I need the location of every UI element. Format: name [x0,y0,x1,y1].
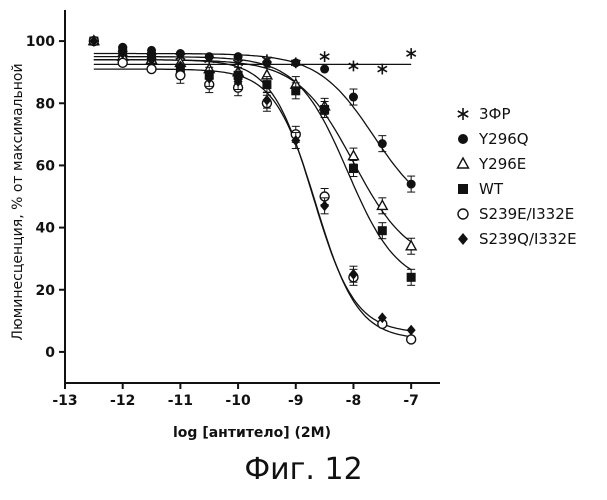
data-point-Y296Q [378,139,387,148]
legend-label: S239E/I332E [479,205,574,223]
data-point-Y296Q [234,52,243,61]
fit-curve-Y296E [94,60,411,242]
data-point-Y296Q [262,58,271,67]
y-axis-label: Люминесценция, % от максимальной [10,63,26,340]
legend-label: S239Q/I332E [479,230,577,248]
data-point-Y296Q [205,52,214,61]
data-point-S239E/I332E [176,71,185,80]
legend-marker-S239E/I332E [458,209,468,219]
x-tick-label: -9 [288,393,304,409]
data-point-S239E/I332E [407,335,416,344]
data-point-Y296Q [320,65,329,74]
data-point-Y296E [406,241,416,250]
data-point-WT [320,105,329,114]
legend-marker-Y296Q [458,134,468,144]
legend-label: Y296Q [478,130,529,148]
legend-marker-WT [458,184,468,194]
legend-label: 3ФР [479,105,511,123]
x-tick-label: -12 [110,393,135,409]
y-tick-label: 100 [26,34,55,50]
fit-curve-Y296Q [94,54,411,185]
data-point-WT [378,226,387,235]
data-point-WT [262,80,271,89]
data-point-3ФР [349,61,358,72]
x-axis-label: log [антитело] (2M) [173,425,331,441]
x-tick-label: -10 [225,393,251,409]
data-point-WT [291,86,300,95]
y-tick-label: 60 [36,158,56,174]
fit-curve-S239E/I332E [94,69,411,337]
data-point-S239Q/I332E [407,325,416,336]
fit-curve-S239Q/I332E [94,60,411,331]
legend-label: Y296E [478,155,526,173]
x-tick-label: -13 [52,393,77,409]
figure-caption: Фиг. 12 [0,452,607,487]
data-point-S239Q/I332E [320,200,329,211]
data-point-WT [407,273,416,282]
data-point-Y296Q [349,93,358,102]
x-tick-label: -11 [168,393,193,409]
legend: 3ФР Y296Q Y296E WT S239E/I332E S239Q/I332E [458,105,577,248]
fit-curves [94,54,411,337]
y-tick-label: 40 [36,221,56,237]
y-tick-label: 0 [45,345,55,361]
x-tick-label: -8 [346,393,362,409]
data-point-Y296Q [291,58,300,67]
data-point-WT [349,164,358,173]
data-point-3ФР [378,64,387,75]
data-point-S239E/I332E [147,65,156,74]
data-point-3ФР [320,51,329,62]
data-point-3ФР [406,48,415,59]
x-tick-label: -7 [403,393,419,409]
y-tick-label: 80 [36,96,56,112]
data-point-S239E/I332E [118,58,127,67]
legend-marker-Y296E [458,158,469,168]
legend-marker-3ФР [458,108,468,120]
legend-marker-S239Q/I332E [458,233,468,245]
fit-curve-WT [94,57,411,270]
legend-label: WT [479,180,504,198]
y-tick-label: 20 [36,283,56,299]
data-point-Y296Q [407,180,416,189]
